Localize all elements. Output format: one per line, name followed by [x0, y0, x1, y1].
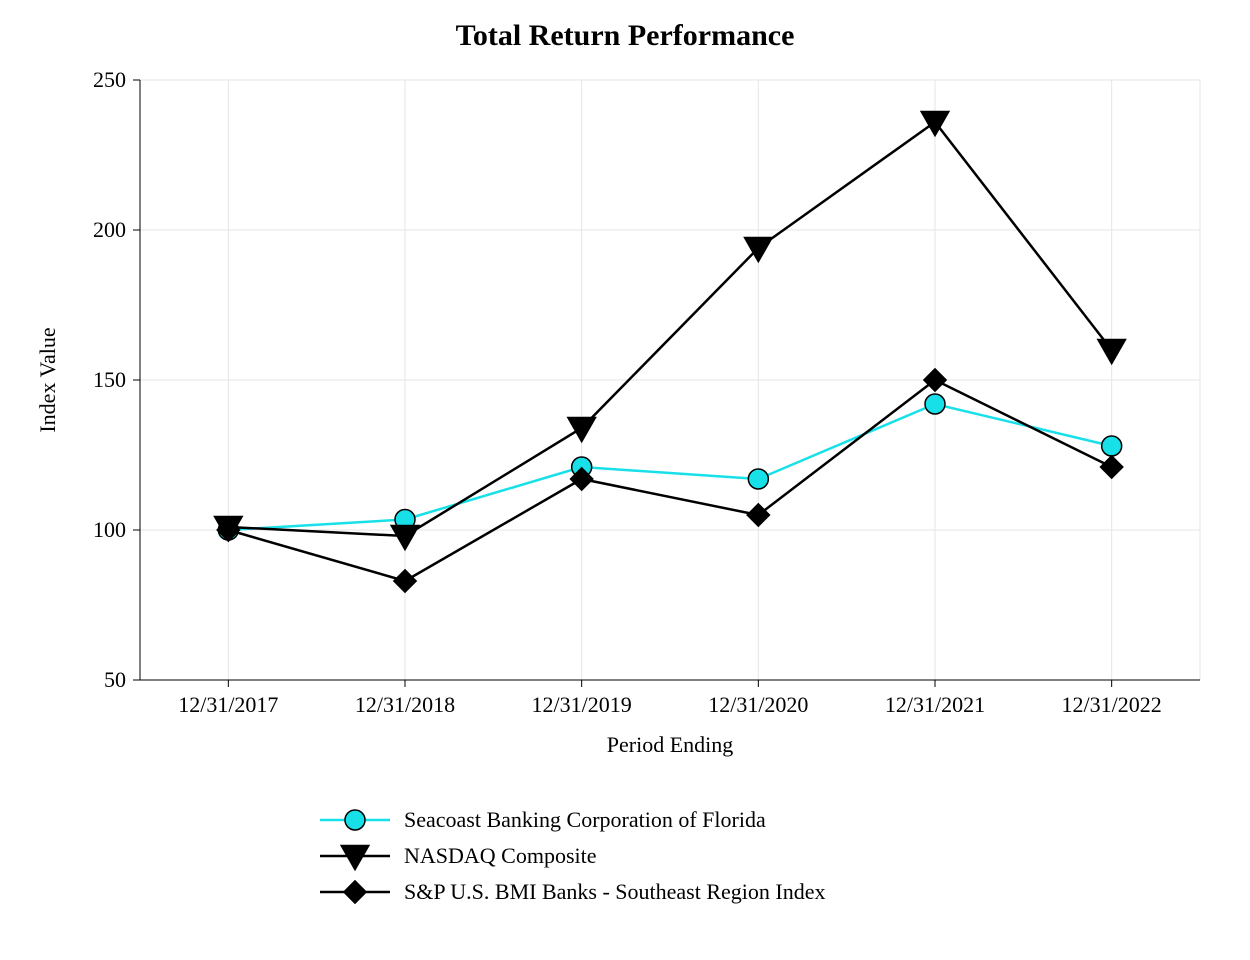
- legend-marker: [345, 810, 365, 830]
- chart-title: Total Return Performance: [456, 19, 795, 52]
- legend-label: NASDAQ Composite: [404, 843, 597, 868]
- y-tick-label: 100: [93, 517, 126, 542]
- performance-chart: Total Return Performance 50 100 150 200 250 12…: [0, 0, 1250, 960]
- legend-item: Seacoast Banking Corporation of Florida: [320, 807, 766, 832]
- x-tick-label: 12/31/2018: [355, 692, 455, 717]
- x-tick-label: 12/31/2021: [885, 692, 985, 717]
- legend-item: S&P U.S. BMI Banks - Southeast Region In…: [320, 879, 825, 904]
- x-tick-label: 12/31/2022: [1062, 692, 1162, 717]
- x-tick-label: 12/31/2019: [532, 692, 632, 717]
- x-axis-label: Period Ending: [607, 732, 734, 757]
- y-tick-label: 250: [93, 67, 126, 92]
- data-point: [748, 469, 768, 489]
- legend-marker: [344, 881, 367, 904]
- legend: Seacoast Banking Corporation of Florida N…: [320, 807, 825, 904]
- legend-marker: [341, 845, 370, 870]
- data-point: [1102, 436, 1122, 456]
- x-tick-label: 12/31/2017: [178, 692, 278, 717]
- x-tick-label: 12/31/2020: [708, 692, 808, 717]
- legend-label: Seacoast Banking Corporation of Florida: [404, 807, 766, 832]
- y-tick-label: 150: [93, 367, 126, 392]
- legend-item: NASDAQ Composite: [320, 843, 597, 870]
- chart-container: Total Return Performance 50 100 150 200 250 12…: [0, 0, 1250, 960]
- y-axis-label: Index Value: [35, 327, 60, 432]
- y-tick-label: 50: [104, 667, 126, 692]
- data-point: [925, 394, 945, 414]
- legend-label: S&P U.S. BMI Banks - Southeast Region In…: [404, 879, 825, 904]
- y-tick-label: 200: [93, 217, 126, 242]
